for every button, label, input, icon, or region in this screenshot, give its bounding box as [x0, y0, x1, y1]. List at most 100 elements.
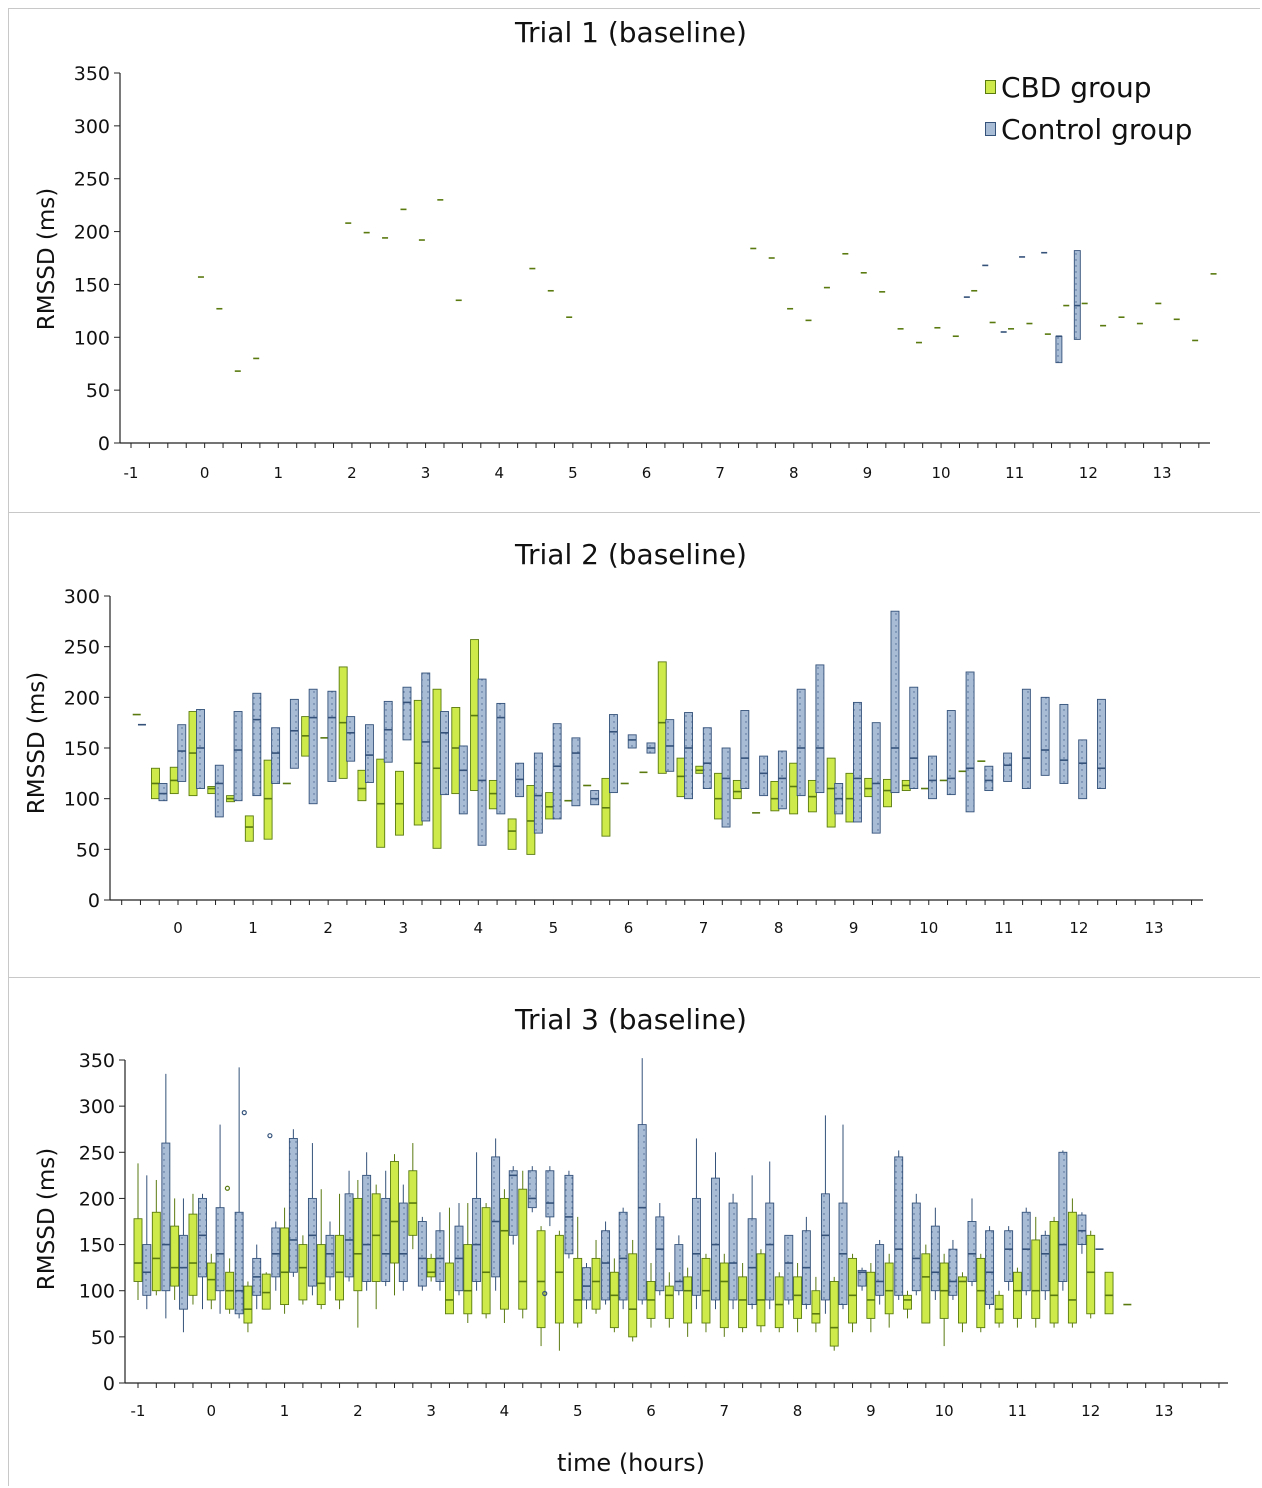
cbd-box — [1104, 1271, 1114, 1315]
x-tick-label: 9 — [849, 919, 859, 937]
x-tick-label: -1 — [131, 1402, 146, 1420]
control-box — [215, 1207, 225, 1292]
control-box — [289, 698, 299, 769]
control-box — [344, 1193, 354, 1278]
cbd-box — [883, 778, 892, 808]
control-box — [158, 783, 168, 802]
cbd-box — [298, 1244, 308, 1301]
cbd-box — [390, 1161, 399, 1264]
cbd-box — [263, 759, 273, 840]
control-outlier — [267, 1133, 273, 1139]
cbd-box — [545, 792, 555, 820]
control-box — [1096, 698, 1106, 789]
cbd-box — [518, 1188, 528, 1310]
control-box — [618, 1211, 628, 1301]
cbd-box — [481, 1207, 491, 1315]
control-box — [852, 701, 862, 823]
cbd-box — [714, 772, 724, 820]
control-box — [527, 1170, 537, 1209]
cbd-box — [793, 1276, 803, 1319]
control-box — [590, 790, 600, 806]
x-tick-label: 4 — [474, 919, 484, 937]
control-box — [571, 737, 581, 807]
x-tick-label: 11 — [994, 919, 1013, 937]
control-box — [948, 1248, 958, 1296]
y-tick-label: 250 — [74, 169, 110, 191]
cbd-box — [151, 1211, 161, 1292]
y-tick-label: 300 — [79, 1096, 115, 1118]
control-box — [508, 1170, 518, 1236]
cbd-box — [770, 780, 780, 812]
cbd-box — [866, 1271, 876, 1319]
cbd-box — [445, 1262, 454, 1315]
cbd-box — [1049, 1221, 1059, 1324]
control-box — [552, 723, 562, 820]
control-box — [435, 1230, 445, 1282]
cbd-box — [738, 1276, 748, 1329]
x-tick-label: 3 — [426, 1402, 436, 1420]
control-box — [1077, 1214, 1087, 1246]
x-tick-label: 6 — [624, 919, 634, 937]
x-tick-label: 3 — [421, 464, 431, 482]
control-box — [308, 688, 318, 805]
control-box — [674, 1244, 684, 1292]
cbd-box — [1086, 1234, 1096, 1315]
control-box — [909, 686, 919, 789]
y-tick-label: 0 — [88, 890, 100, 912]
control-box — [890, 610, 900, 794]
control-box — [417, 1221, 427, 1287]
x-tick-label: 4 — [494, 464, 504, 482]
cbd-box — [526, 785, 536, 855]
control-box — [1021, 1211, 1031, 1292]
control-box — [233, 711, 243, 802]
control-box — [421, 672, 431, 822]
control-box — [307, 1197, 317, 1287]
x-tick-label: 8 — [789, 464, 799, 482]
cbd-box — [488, 779, 498, 810]
x-tick-label: 13 — [1154, 1402, 1173, 1420]
cbd-box — [1012, 1271, 1022, 1319]
x-tick-label: 12 — [1081, 1402, 1100, 1420]
cbd-box — [206, 1262, 216, 1301]
control-box — [721, 747, 731, 828]
cbd-box — [732, 779, 742, 800]
x-tick-label: 13 — [1144, 919, 1163, 937]
panel-separator — [8, 512, 1260, 513]
y-tick-label: 300 — [74, 116, 110, 138]
cbd-box — [170, 1225, 180, 1287]
control-box — [1058, 1151, 1068, 1282]
x-tick-label: 2 — [323, 919, 333, 937]
cbd-box — [426, 1257, 436, 1278]
x-tick-label: 1 — [248, 919, 258, 937]
control-box — [142, 1244, 152, 1296]
x-tick-label: 5 — [568, 464, 578, 482]
cbd-box — [774, 1276, 784, 1329]
cbd-box — [664, 1285, 674, 1319]
y-tick-label: 150 — [74, 274, 110, 296]
control-box — [608, 714, 618, 794]
control-box — [691, 1197, 701, 1296]
cbd-box — [848, 1257, 857, 1324]
x-axis-label: time (hours) — [556, 1449, 706, 1477]
control-box — [711, 1177, 720, 1301]
control-box — [381, 1197, 391, 1282]
control-box — [928, 755, 937, 800]
chart-title-trial-2: Trial 2 (baseline) — [515, 538, 747, 571]
control-box — [784, 1234, 794, 1301]
control-box — [637, 1124, 647, 1301]
x-tick-label: 9 — [866, 1402, 876, 1420]
legend-item-cbd: CBD group — [985, 66, 1192, 108]
control-box — [198, 1197, 207, 1278]
y-tick-label: 350 — [74, 63, 110, 85]
control-box — [1003, 752, 1013, 782]
chart-title-trial-1: Trial 1 (baseline) — [515, 16, 747, 49]
control-outlier — [542, 1290, 548, 1297]
y-tick-label: 150 — [79, 1235, 115, 1257]
x-tick-label: 5 — [549, 919, 559, 937]
cbd-box — [921, 1253, 931, 1324]
control-box — [440, 711, 449, 796]
control-box — [815, 664, 825, 794]
x-tick-label: 1 — [274, 464, 284, 482]
cbd-box — [789, 762, 799, 815]
